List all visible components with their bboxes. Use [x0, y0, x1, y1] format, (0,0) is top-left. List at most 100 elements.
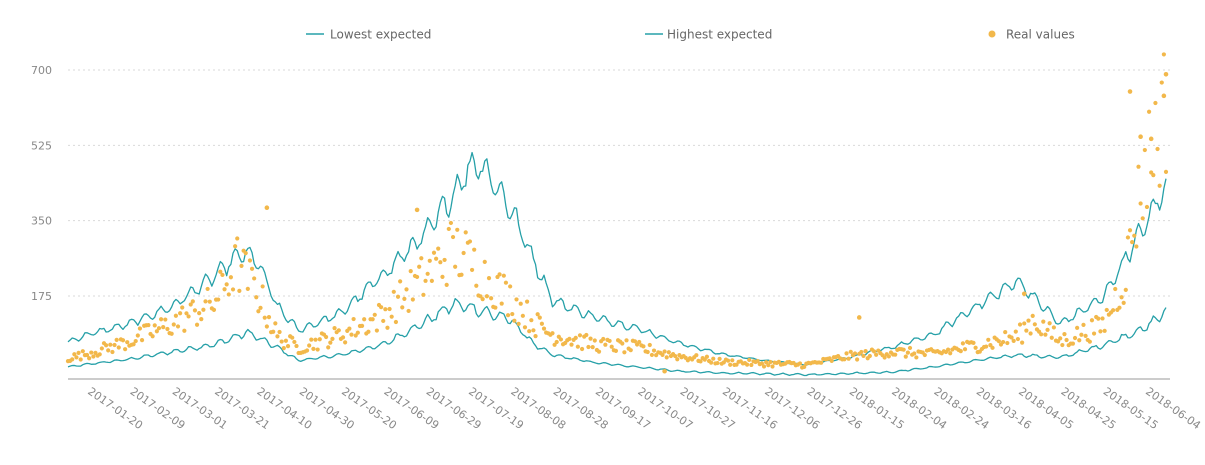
data-point [819, 360, 824, 365]
data-point [186, 314, 191, 319]
data-point [641, 344, 646, 349]
data-point [450, 234, 456, 240]
data-point [472, 247, 477, 252]
data-point [150, 334, 155, 339]
legend-item-highest[interactable]: Highest expected [645, 28, 772, 42]
data-point [315, 347, 320, 352]
data-point [307, 343, 312, 348]
data-point [586, 344, 591, 350]
data-point [607, 338, 612, 344]
data-point [434, 256, 439, 261]
data-point [258, 305, 263, 310]
data-point [1009, 335, 1014, 340]
data-point [603, 342, 608, 347]
data-point [1049, 335, 1054, 340]
data-point [351, 316, 356, 322]
data-point [446, 226, 451, 232]
data-point [1138, 134, 1143, 140]
data-point [1005, 340, 1010, 346]
data-point [347, 326, 352, 331]
data-point [317, 337, 322, 342]
data-point [222, 287, 227, 292]
data-point [1043, 332, 1048, 337]
data-point [846, 356, 851, 361]
data-point [651, 348, 657, 353]
data-point [852, 351, 858, 356]
data-point [1079, 332, 1084, 337]
data-point [89, 350, 94, 355]
data-point [374, 328, 379, 333]
data-point [1011, 338, 1016, 343]
data-point [958, 348, 963, 354]
legend-item-lowest[interactable]: Lowest expected [306, 28, 431, 42]
data-point [725, 358, 731, 363]
data-point [859, 349, 864, 355]
data-point [855, 357, 860, 362]
data-point [355, 330, 360, 335]
series-highest-expected [67, 151, 1167, 366]
data-point [108, 342, 113, 347]
data-point [912, 351, 917, 356]
data-point [247, 258, 253, 263]
data-point [797, 361, 803, 366]
data-point [309, 337, 314, 342]
data-point [882, 355, 887, 360]
data-point [848, 349, 853, 354]
data-point [436, 246, 441, 251]
data-point [395, 294, 401, 299]
data-point [91, 354, 96, 359]
data-point [493, 305, 498, 310]
y-tick-label: 700 [31, 64, 52, 77]
data-point [802, 364, 807, 369]
data-point [579, 346, 585, 352]
data-point [711, 356, 716, 361]
data-point [398, 279, 403, 284]
data-point [381, 318, 386, 324]
data-point [408, 269, 413, 274]
data-point [1021, 291, 1027, 297]
data-point [237, 288, 242, 293]
data-point [249, 266, 255, 271]
data-point [709, 360, 714, 365]
data-point [421, 292, 426, 297]
data-point [233, 244, 238, 249]
y-tick-label: 350 [31, 215, 52, 228]
data-point [133, 338, 138, 344]
data-point [613, 348, 619, 353]
data-point [531, 328, 536, 333]
data-point [914, 355, 919, 360]
data-point [404, 287, 409, 292]
data-point [163, 317, 168, 322]
data-point [171, 322, 176, 327]
data-point [205, 286, 210, 292]
data-point [698, 359, 703, 364]
series-line [67, 151, 1167, 366]
y-tick-label: 525 [31, 139, 52, 152]
data-point [332, 326, 337, 331]
data-point [1022, 321, 1027, 326]
data-point [463, 230, 468, 235]
data-point [1155, 146, 1160, 152]
data-point [135, 333, 140, 338]
data-point [469, 267, 475, 273]
data-point [264, 205, 270, 211]
data-point [554, 339, 559, 345]
data-point [336, 328, 341, 333]
data-point [948, 351, 953, 356]
data-point [406, 308, 411, 314]
data-point [139, 337, 145, 343]
data-point [431, 250, 437, 255]
data-point [362, 317, 367, 322]
data-point [533, 334, 538, 339]
gridlines [68, 69, 1170, 297]
data-point [1121, 300, 1126, 305]
data-point [372, 312, 377, 317]
data-point [137, 326, 143, 331]
data-point [645, 349, 650, 355]
data-point [842, 357, 847, 362]
data-point [632, 339, 638, 344]
legend-item-real[interactable]: Real values [988, 28, 1075, 42]
data-point [243, 251, 248, 256]
data-point [1153, 100, 1158, 106]
data-point [285, 344, 291, 349]
